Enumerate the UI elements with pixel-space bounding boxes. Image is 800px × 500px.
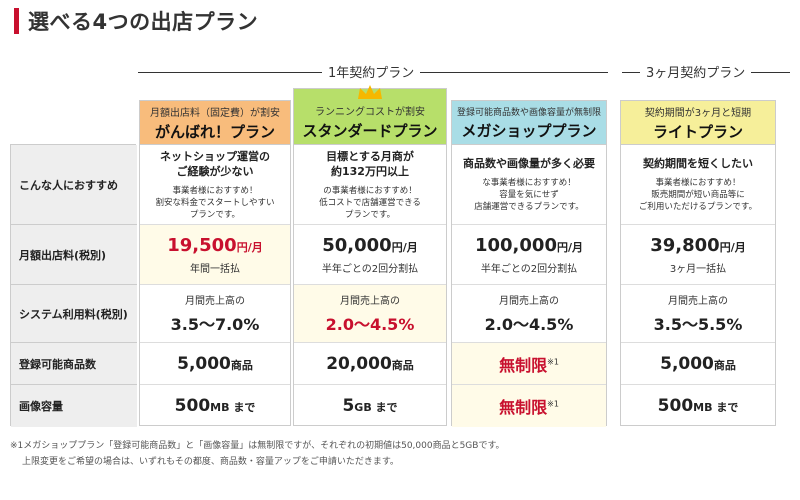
item-count-note-mark: ※1	[547, 357, 559, 367]
recommend-heading: ネットショップ運営の ご経験が少ない	[160, 149, 270, 178]
recommend-heading: 契約期間を短くしたい	[643, 157, 753, 170]
recommend-body: な事業者様におすすめ！ 容量を気にせず 店舗運営できるプランです。	[474, 178, 584, 212]
recommend-cell: 商品数や画像量が多く必要 な事業者様におすすめ！ 容量を気にせず 店舗運営できるプラ…	[452, 145, 606, 225]
image-capacity-value: 500	[657, 396, 694, 416]
plan-column-mega: 登録可能商品数や画像容量が無制限 メガショッププラン 商品数や画像量が多く必要 …	[451, 100, 607, 427]
row-label-column: こんな人におすすめ 月額出店料(税別) システム利用料(税別) 登録可能商品数 …	[10, 144, 137, 427]
footnote-2: 上限変更をご希望の場合は、いずれもその都度、商品数・容量アップをご申請いただきま…	[22, 457, 399, 467]
recommend-cell: ネットショップ運営の ご経験が少ない 事業者様におすすめ！ 割安な料金でスタートしや…	[140, 145, 290, 225]
plan-name: ライトプラン	[652, 122, 743, 141]
image-capacity-unlimited: 無制限	[499, 398, 548, 417]
item-count-value: 5,000	[660, 353, 714, 374]
one-year-group-label: 1年契約プラン	[322, 62, 421, 81]
footnote-1: ※1メガショッププラン「登録可能商品数」と「画像容量」は無制限ですが、それぞれの…	[10, 441, 505, 451]
recommend-body: の事業者様におすすめ！ 低コストで店舗運営できる プランです。	[319, 185, 421, 220]
image-capacity-cell: 500 MB まで	[140, 385, 290, 427]
plan-subtitle: ランニングコストが割安	[315, 106, 425, 118]
plan-column-ganbare: 月額出店料（固定費）が割安 がんばれ！プラン ネットショップ運営の ご経験が少ない…	[139, 100, 291, 426]
price-value: 100,000	[474, 234, 557, 256]
price-note: 半年ごとの2回分割払	[480, 263, 578, 275]
image-capacity-value: 500	[174, 396, 211, 416]
image-capacity-value: 5	[342, 396, 355, 416]
item-count-cell: 5,000 商品	[140, 343, 290, 385]
item-count-cell: 5,000 商品	[621, 343, 775, 385]
price-note: 半年ごとの2回分割払	[321, 263, 419, 275]
title-accent-bar	[14, 8, 19, 34]
system-fee-range: 3.5〜7.0%	[170, 315, 260, 334]
plan-name: メガショッププラン	[461, 121, 597, 140]
recommend-heading: 目標とする月商が 約132万円以上	[326, 149, 414, 178]
page-title: 選べる4つの出店プラン	[28, 10, 259, 34]
image-capacity-cell: 500 MB まで	[621, 385, 775, 427]
plan-column-light: 契約期間が3ヶ月と短期 ライトプラン 契約期間を短くしたい 事業者様におすすめ！…	[620, 100, 776, 426]
recommend-cell: 目標とする月商が 約132万円以上 の事業者様におすすめ！ 低コストで店舗運営できる…	[294, 145, 446, 225]
monthly-fee-cell: 39,800 円/月 3ヶ月一括払	[621, 225, 775, 285]
system-fee-label: 月間売上高の	[185, 296, 245, 307]
crown-icon	[358, 85, 382, 99]
three-month-group-label: 3ヶ月契約プラン	[640, 62, 752, 81]
item-count-unlimited: 無制限	[499, 355, 548, 375]
recommend-body: 事業者様におすすめ！ 販売期間が短い商品等に ご利用いただけるプランです。	[638, 178, 758, 212]
price-unit: 円/月	[719, 240, 746, 254]
image-capacity-unit: MB まで	[693, 401, 739, 414]
plan-subtitle: 登録可能商品数や画像容量が無制限	[456, 107, 601, 118]
plan-subtitle: 契約期間が3ヶ月と短期	[644, 107, 752, 119]
plan-header-ganbare: 月額出店料（固定費）が割安 がんばれ！プラン	[140, 101, 290, 145]
monthly-fee-cell: 100,000 円/月 半年ごとの2回分割払	[452, 225, 606, 285]
monthly-fee-cell: 19,500 円/月 年間一括払	[140, 225, 290, 285]
recommend-cell: 契約期間を短くしたい 事業者様におすすめ！ 販売期間が短い商品等に ご利用いただける…	[621, 145, 775, 225]
system-fee-range: 2.0〜4.5%	[325, 315, 415, 334]
item-count-cell: 20,000 商品	[294, 343, 446, 385]
recommend-heading: 商品数や画像量が多く必要	[463, 157, 595, 170]
system-fee-label: 月間売上高の	[668, 296, 728, 307]
image-capacity-unit: MB まで	[210, 401, 256, 414]
system-fee-cell: 月間売上高の 2.0〜4.5%	[294, 285, 446, 343]
image-capacity-unit: GB まで	[354, 401, 398, 414]
plan-subtitle: 月額出店料（固定費）が割安	[150, 107, 280, 119]
image-capacity-cell: 無制限※1	[452, 385, 606, 427]
row-label-monthly-fee: 月額出店料(税別)	[11, 225, 137, 285]
item-count-unit: 商品	[230, 358, 253, 372]
price-value: 39,800	[650, 234, 720, 256]
monthly-fee-cell: 50,000 円/月 半年ごとの2回分割払	[294, 225, 446, 285]
row-label-system-fee: システム利用料(税別)	[11, 285, 137, 343]
item-count-unit: 商品	[391, 358, 414, 372]
item-count-value: 5,000	[177, 353, 231, 374]
price-note: 年間一括払	[190, 263, 240, 275]
price-value: 50,000	[322, 234, 392, 256]
image-capacity-cell: 5 GB まで	[294, 385, 446, 427]
row-label-item-count: 登録可能商品数	[11, 343, 137, 385]
plan-name: スタンダードプラン	[302, 121, 438, 140]
price-unit: 円/月	[556, 240, 583, 254]
system-fee-cell: 月間売上高の 3.5〜5.5%	[621, 285, 775, 343]
plan-header-mega: 登録可能商品数や画像容量が無制限 メガショッププラン	[452, 101, 606, 145]
plan-header-light: 契約期間が3ヶ月と短期 ライトプラン	[621, 101, 775, 145]
image-capacity-note-mark: ※1	[547, 399, 559, 409]
plan-name: がんばれ！プラン	[154, 122, 275, 141]
item-count-cell: 無制限※1	[452, 343, 606, 385]
price-value: 19,500	[167, 234, 237, 256]
row-label-recommend: こんな人におすすめ	[11, 145, 137, 225]
item-count-value: 20,000	[326, 353, 392, 374]
system-fee-range: 2.0〜4.5%	[484, 315, 574, 334]
item-count-unit: 商品	[713, 358, 736, 372]
system-fee-label: 月間売上高の	[340, 296, 400, 307]
plan-header-standard: ランニングコストが割安 スタンダードプラン	[294, 85, 446, 145]
row-label-image-capacity: 画像容量	[11, 385, 137, 427]
price-unit: 円/月	[236, 240, 263, 254]
system-fee-label: 月間売上高の	[499, 296, 559, 307]
price-unit: 円/月	[391, 240, 418, 254]
system-fee-cell: 月間売上高の 2.0〜4.5%	[452, 285, 606, 343]
plan-column-standard: ランニングコストが割安 スタンダードプラン 目標とする月商が 約132万円以上 の…	[293, 85, 447, 427]
recommend-body: 事業者様におすすめ！ 割安な料金でスタートしやすい プランです。	[155, 185, 275, 220]
price-note: 3ヶ月一括払	[669, 263, 727, 275]
system-fee-range: 3.5〜5.5%	[653, 315, 743, 334]
system-fee-cell: 月間売上高の 3.5〜7.0%	[140, 285, 290, 343]
